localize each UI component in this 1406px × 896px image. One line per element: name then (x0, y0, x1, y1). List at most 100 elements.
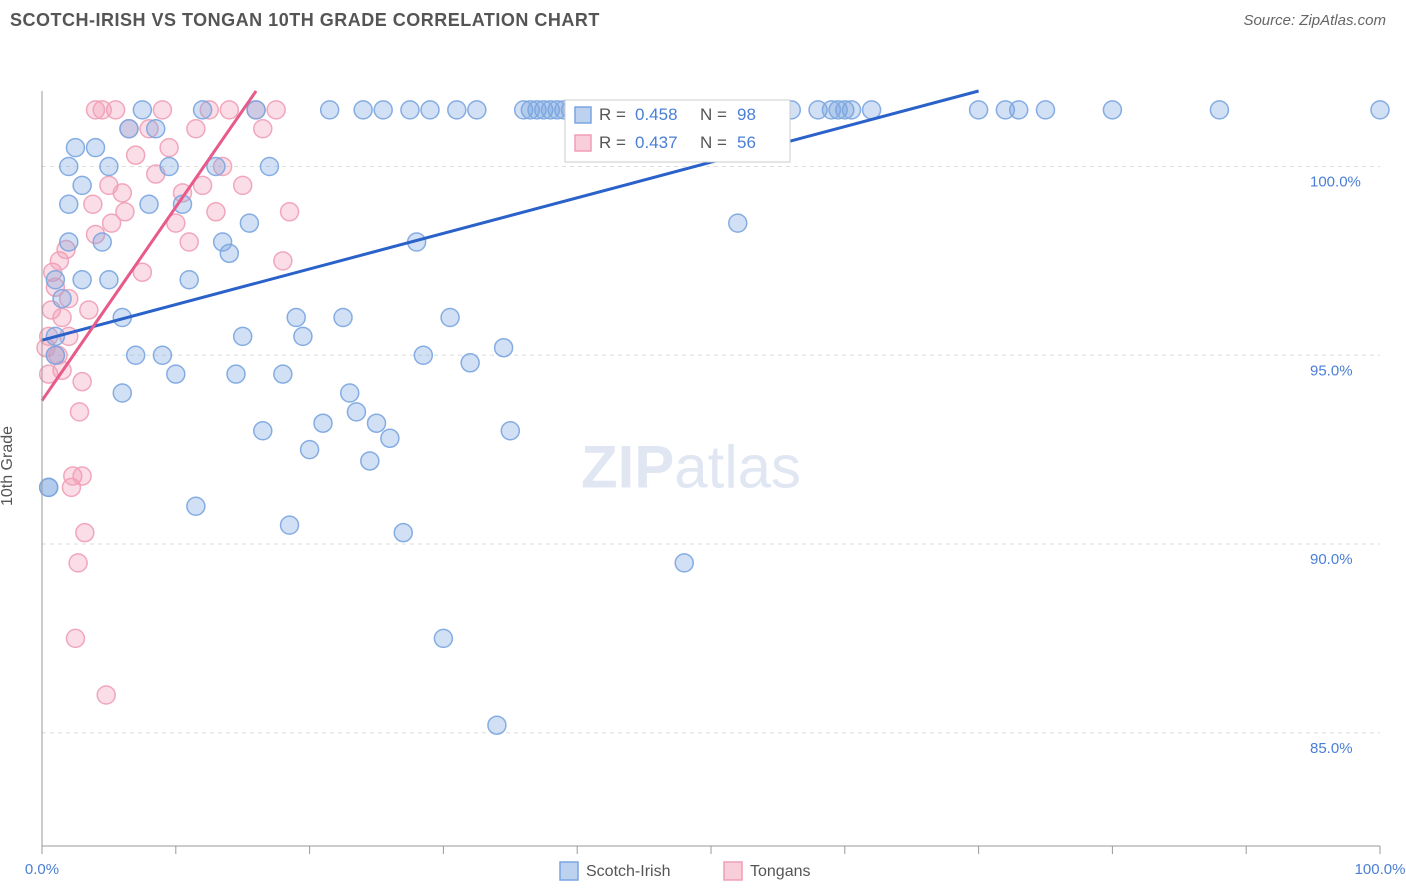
data-point (321, 101, 339, 119)
legend-swatch (575, 135, 591, 151)
legend-swatch (724, 862, 742, 880)
data-point (60, 233, 78, 251)
trend-line (42, 91, 979, 340)
data-point (488, 716, 506, 734)
data-point (227, 365, 245, 383)
data-point (180, 233, 198, 251)
data-point (394, 524, 412, 542)
data-point (187, 497, 205, 515)
y-tick-label: 85.0% (1310, 740, 1353, 757)
data-point (1037, 101, 1055, 119)
data-point (133, 101, 151, 119)
data-point (207, 203, 225, 221)
legend-swatch (560, 862, 578, 880)
data-point (461, 354, 479, 372)
n-label: N = (700, 105, 727, 124)
data-point (93, 233, 111, 251)
data-point (274, 252, 292, 270)
watermark: ZIPatlas (581, 433, 801, 500)
data-point (66, 629, 84, 647)
data-point (314, 414, 332, 432)
data-point (73, 373, 91, 391)
data-point (87, 139, 105, 157)
data-point (69, 554, 87, 572)
data-point (113, 384, 131, 402)
data-point (127, 146, 145, 164)
data-point (414, 346, 432, 364)
x-tick-label: 100.0% (1355, 861, 1406, 878)
data-point (167, 365, 185, 383)
data-point (254, 120, 272, 138)
data-point (140, 195, 158, 213)
r-value: 0.437 (635, 133, 678, 152)
n-value: 98 (737, 105, 756, 124)
data-point (354, 101, 372, 119)
data-point (160, 158, 178, 176)
data-point (46, 346, 64, 364)
data-point (341, 384, 359, 402)
legend-swatch (575, 107, 591, 123)
data-point (220, 244, 238, 262)
data-point (107, 101, 125, 119)
data-point (76, 524, 94, 542)
data-point (301, 441, 319, 459)
data-point (267, 101, 285, 119)
data-point (1103, 101, 1121, 119)
data-point (274, 365, 292, 383)
data-point (495, 339, 513, 357)
data-point (368, 414, 386, 432)
data-point (281, 203, 299, 221)
legend-label: Scotch-Irish (586, 863, 670, 880)
data-point (1210, 101, 1228, 119)
data-point (187, 120, 205, 138)
data-point (113, 184, 131, 202)
data-point (70, 403, 88, 421)
r-value: 0.458 (635, 105, 678, 124)
data-point (374, 101, 392, 119)
data-point (863, 101, 881, 119)
data-point (60, 158, 78, 176)
data-point (220, 101, 238, 119)
data-point (1010, 101, 1028, 119)
data-point (842, 101, 860, 119)
source-attribution: Source: ZipAtlas.com (1243, 12, 1386, 29)
data-point (421, 101, 439, 119)
r-label: R = (599, 133, 626, 152)
x-tick-label: 0.0% (25, 861, 59, 878)
data-point (80, 301, 98, 319)
data-point (1371, 101, 1389, 119)
data-point (347, 403, 365, 421)
data-point (970, 101, 988, 119)
y-tick-label: 95.0% (1310, 362, 1353, 379)
y-axis-label: 10th Grade (0, 426, 17, 506)
n-label: N = (700, 133, 727, 152)
data-point (60, 195, 78, 213)
data-point (160, 139, 178, 157)
data-point (334, 309, 352, 327)
data-point (116, 203, 134, 221)
r-label: R = (599, 105, 626, 124)
data-point (73, 271, 91, 289)
data-point (73, 176, 91, 194)
data-point (84, 195, 102, 213)
data-point (180, 271, 198, 289)
data-point (287, 309, 305, 327)
scatter-chart: ZIPatlas0.0%100.0%85.0%90.0%95.0%100.0%R… (0, 36, 1406, 896)
data-point (53, 309, 71, 327)
data-point (381, 429, 399, 447)
data-point (53, 290, 71, 308)
data-point (729, 214, 747, 232)
data-point (100, 158, 118, 176)
chart-container: 10th Grade ZIPatlas0.0%100.0%85.0%90.0%9… (0, 36, 1406, 896)
data-point (254, 422, 272, 440)
data-point (675, 554, 693, 572)
data-point (127, 346, 145, 364)
data-point (468, 101, 486, 119)
data-point (46, 271, 64, 289)
data-point (434, 629, 452, 647)
data-point (234, 327, 252, 345)
data-point (100, 271, 118, 289)
data-point (501, 422, 519, 440)
data-point (66, 139, 84, 157)
data-point (120, 120, 138, 138)
